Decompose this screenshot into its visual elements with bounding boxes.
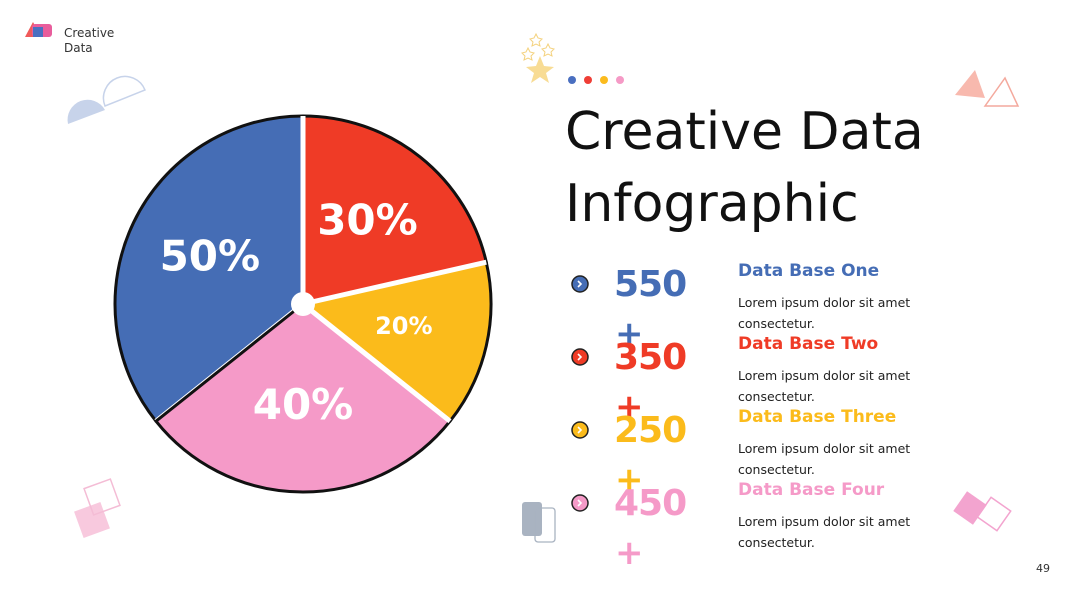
stat-number: 350 [614,337,687,378]
stat-number: 450 [614,483,687,524]
slice-label: 50% [160,232,261,281]
slice-label: 40% [253,380,354,429]
stat-text: Lorem ipsum dolor sit amet consectetur. [738,441,911,477]
brand: Creative Data [64,26,115,55]
pie-center [291,292,315,316]
stat-title: Data Base Two [738,334,879,354]
slice-label: 20% [375,312,432,340]
slice-gap [301,302,452,424]
stat-suffix: + [615,460,644,500]
chart-title: Creative Data Infographic [565,102,924,234]
stat-text: Lorem ipsum dolor sit amet consectetur. [738,514,911,550]
bullet-chevron [577,280,583,288]
stat-text: Lorem ipsum dolor sit amet consectetur. [738,295,911,331]
bullet-chevron [577,353,583,361]
stat-suffix: + [615,314,644,354]
stat-suffix: + [615,387,644,427]
stat-text: Lorem ipsum dolor sit amet consectetur. [738,368,911,404]
pie-slice [154,302,452,494]
bullet-chevron [577,499,583,507]
stat-title: Data Base One [738,261,880,281]
stat-title: Data Base Three [738,407,897,427]
page-number: 49 [1036,562,1050,575]
stat-suffix: + [615,533,644,573]
slice-gap [302,259,487,307]
stat-number: 550 [614,264,687,305]
stat-title: Data Base Four [738,480,885,500]
pie-slice [113,114,305,423]
stat-number: 250 [614,410,687,451]
pie-slice [301,260,493,423]
bullet-chevron [577,426,583,434]
pie-slice [301,114,488,306]
slice-label: 30% [317,196,418,245]
